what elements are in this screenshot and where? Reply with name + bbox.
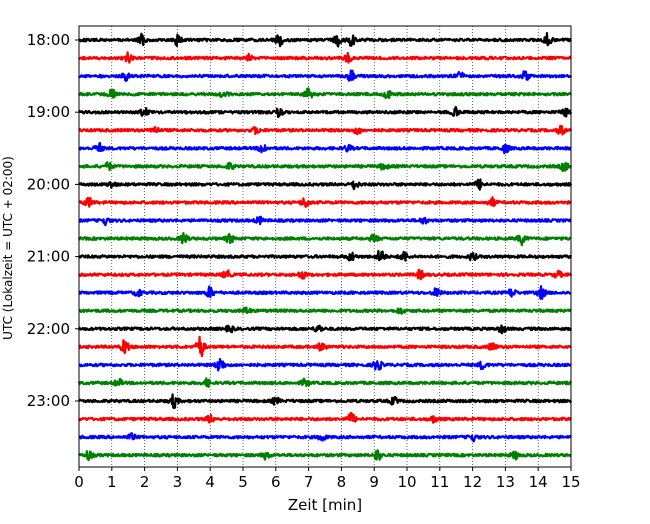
x-tick-label: 7 <box>304 473 314 491</box>
y-tick-label: 23:00 <box>27 392 70 410</box>
trace-line <box>78 124 573 136</box>
y-tick-label: 18:00 <box>27 31 70 49</box>
trace-line <box>78 105 573 119</box>
x-tick-label: 12 <box>463 473 482 491</box>
trace-line <box>78 249 573 262</box>
trace-line <box>77 232 572 247</box>
trace-line <box>77 324 573 335</box>
x-tick-label: 8 <box>337 473 347 491</box>
x-tick-label: 6 <box>271 473 281 491</box>
trace-line <box>78 142 572 155</box>
y-tick-label: 21:00 <box>27 248 70 266</box>
x-tick-label: 14 <box>529 473 548 491</box>
trace-line <box>78 196 572 208</box>
x-axis-label: Zeit [min] <box>288 496 362 514</box>
y-tick-label: 20:00 <box>27 175 70 193</box>
x-tick-label: 9 <box>369 473 379 491</box>
trace-line <box>77 87 572 100</box>
trace-line <box>78 51 572 64</box>
y-tick-label: 22:00 <box>27 320 70 338</box>
trace-line <box>77 411 572 424</box>
seismic-traces <box>77 32 573 462</box>
y-tick-label: 19:00 <box>27 103 70 121</box>
trace-line <box>78 285 572 300</box>
trace-line <box>78 393 573 410</box>
trace-line <box>78 32 572 48</box>
trace-line <box>78 215 572 227</box>
trace-line <box>78 432 572 443</box>
x-tick-label: 11 <box>430 473 449 491</box>
x-tick-label: 13 <box>496 473 515 491</box>
x-tick-label: 3 <box>173 473 183 491</box>
trace-line <box>78 268 573 281</box>
x-tick-label: 1 <box>107 473 117 491</box>
trace-line <box>78 306 572 315</box>
x-tick-label: 15 <box>561 473 580 491</box>
trace-line <box>78 69 572 82</box>
x-tick-label: 5 <box>238 473 248 491</box>
plot-frame <box>78 25 572 468</box>
trace-line <box>77 377 572 388</box>
x-tick-label: 10 <box>397 473 416 491</box>
x-axis-ticks: 0 1 2 3 4 5 6 7 8 9 10 11 12 13 14 15 <box>74 467 581 491</box>
x-tick-label: 0 <box>74 473 84 491</box>
trace-line <box>78 358 572 372</box>
x-tick-label: 4 <box>205 473 215 491</box>
trace-line <box>77 449 572 462</box>
trace-line <box>78 161 573 173</box>
x-tick-label: 2 <box>140 473 150 491</box>
trace-line <box>78 335 573 358</box>
trace-line <box>78 178 573 191</box>
y-axis-label: UTC (Lokalzeit = UTC + 02:00) <box>1 156 15 340</box>
y-axis-ticks: 18:00 19:00 20:00 21:00 22:00 23:00 <box>27 31 79 410</box>
